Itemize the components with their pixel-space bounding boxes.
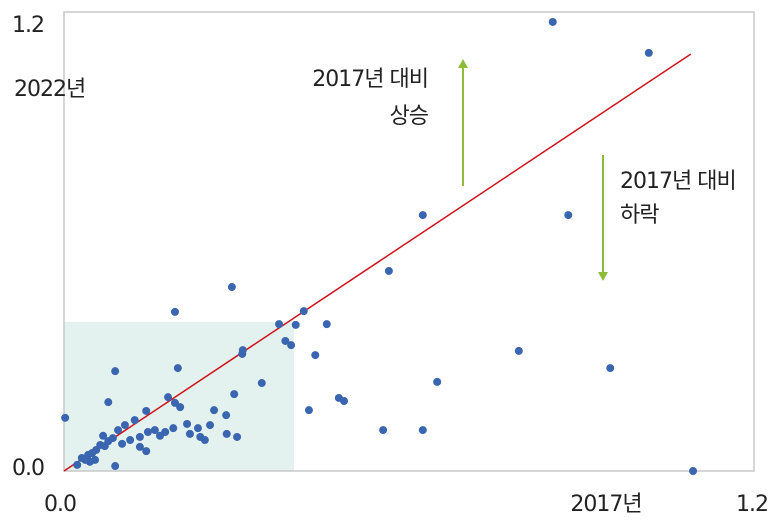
data-point bbox=[233, 432, 242, 441]
data-point bbox=[196, 432, 205, 441]
data-point bbox=[230, 390, 239, 399]
x-axis-label: 2017년 bbox=[570, 492, 641, 517]
data-point bbox=[170, 307, 179, 316]
data-point bbox=[238, 349, 247, 358]
data-point bbox=[299, 307, 308, 316]
data-point bbox=[689, 467, 698, 475]
data-point bbox=[150, 426, 159, 435]
data-point bbox=[418, 426, 427, 435]
data-point bbox=[275, 320, 284, 329]
annotation: 상승 bbox=[390, 104, 429, 129]
data-point bbox=[379, 426, 388, 435]
y-tick-label: 0.0 bbox=[12, 456, 44, 481]
data-point bbox=[322, 320, 331, 329]
plot-frame bbox=[63, 11, 755, 472]
data-point bbox=[287, 341, 296, 350]
data-point bbox=[227, 283, 236, 292]
reference-line bbox=[63, 53, 692, 472]
data-point bbox=[104, 398, 113, 407]
data-point bbox=[164, 393, 173, 402]
data-point bbox=[291, 320, 300, 329]
data-point bbox=[384, 266, 393, 275]
data-point bbox=[118, 439, 127, 448]
data-point bbox=[85, 457, 94, 466]
data-point bbox=[114, 426, 123, 435]
data-point bbox=[564, 211, 573, 220]
data-point bbox=[126, 436, 135, 445]
data-point bbox=[99, 431, 108, 440]
data-point bbox=[514, 346, 523, 355]
data-point bbox=[433, 377, 442, 386]
data-point bbox=[135, 432, 144, 441]
x-tick-label: 0.0 bbox=[44, 492, 76, 517]
data-point bbox=[111, 367, 120, 376]
data-point bbox=[77, 453, 86, 462]
data-point bbox=[142, 447, 151, 456]
x-tick-label: 1.2 bbox=[736, 492, 768, 517]
data-point bbox=[143, 427, 152, 436]
data-point bbox=[61, 413, 70, 422]
data-point bbox=[169, 424, 178, 433]
data-point bbox=[222, 411, 231, 420]
data-point bbox=[111, 462, 120, 471]
data-point bbox=[418, 211, 427, 220]
data-point bbox=[644, 48, 653, 57]
annotation: 하락 bbox=[620, 203, 659, 228]
data-point bbox=[100, 442, 109, 451]
y-axis-label: 2022년 bbox=[14, 77, 85, 102]
data-point bbox=[206, 421, 215, 430]
up-arrow bbox=[458, 59, 468, 186]
data-point bbox=[304, 406, 313, 415]
data-point bbox=[176, 403, 185, 412]
data-point bbox=[257, 379, 266, 388]
down-arrow bbox=[598, 155, 608, 281]
data-point bbox=[183, 419, 192, 428]
data-point bbox=[120, 421, 129, 430]
data-point bbox=[185, 429, 194, 438]
y-tick-label: 1.2 bbox=[12, 13, 44, 38]
data-point bbox=[311, 351, 320, 360]
data-point bbox=[222, 429, 231, 438]
annotation: 2017년 대비 bbox=[620, 169, 736, 194]
data-point bbox=[156, 431, 165, 440]
annotation: 2017년 대비 bbox=[312, 67, 428, 92]
data-point bbox=[281, 336, 290, 345]
data-point bbox=[210, 406, 219, 415]
data-point bbox=[548, 17, 557, 26]
data-point bbox=[606, 364, 615, 373]
data-point bbox=[340, 397, 349, 406]
data-point bbox=[173, 364, 182, 373]
data-point bbox=[142, 406, 151, 415]
data-point bbox=[193, 424, 202, 433]
data-point bbox=[130, 416, 139, 425]
data-point bbox=[135, 442, 144, 451]
data-point bbox=[73, 460, 82, 469]
